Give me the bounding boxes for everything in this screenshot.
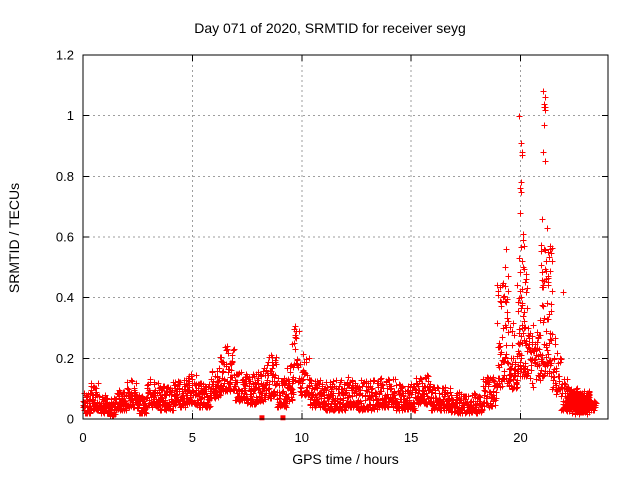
x-tick-label: 20 [513,430,527,445]
y-tick-label: 0.6 [56,230,74,245]
y-tick-label: 0.8 [56,169,74,184]
x-tick-label: 5 [189,430,196,445]
y-tick-label: 0 [67,412,74,427]
y-tick-label: 1 [67,108,74,123]
scatter-points [80,88,600,420]
axis-gap-marker [259,415,265,421]
chart-title: Day 071 of 2020, SRMTID for receiver sey… [194,20,466,36]
axis-gap-marker [280,415,286,421]
x-tick-label: 0 [79,430,86,445]
x-tick-label: 10 [295,430,309,445]
y-tick-label: 0.2 [56,351,74,366]
y-axis-label: SRMTID / TECUs [6,182,22,294]
x-axis-label: GPS time / hours [292,451,399,467]
x-tick-label: 15 [404,430,418,445]
y-tick-label: 1.2 [56,48,74,63]
y-tick-label: 0.4 [56,290,74,305]
